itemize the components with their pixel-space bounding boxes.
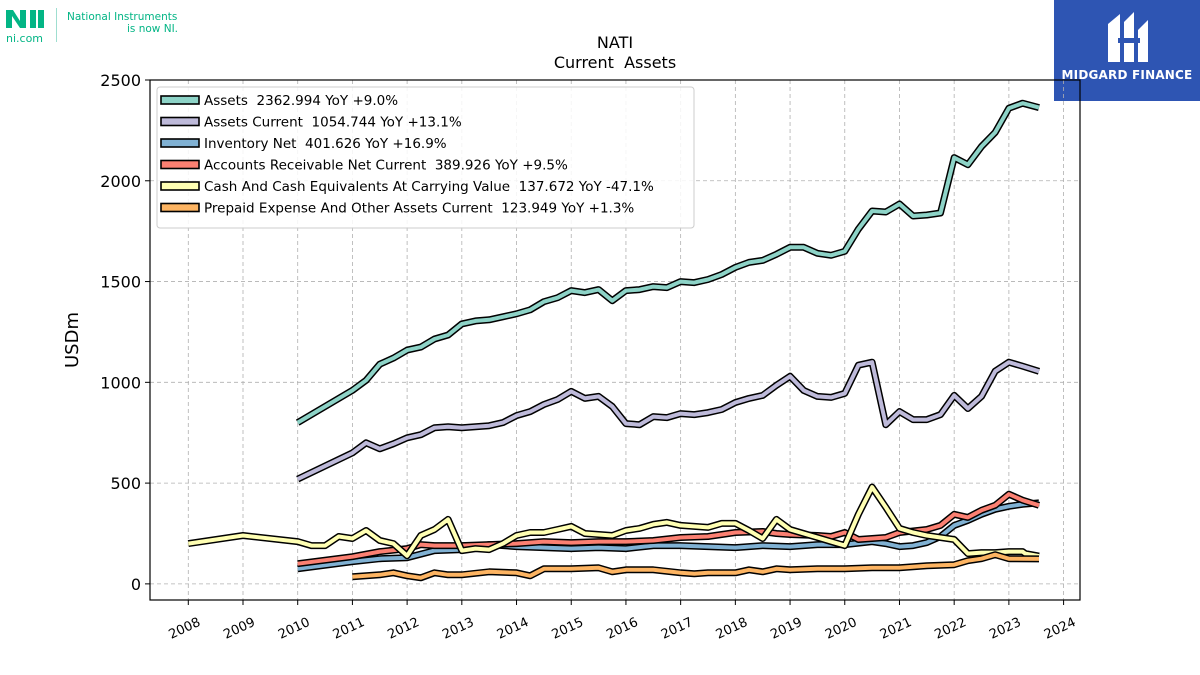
ni-domain-text: ni.com (6, 32, 44, 45)
series-lines (187, 99, 1041, 582)
legend-label-2: Inventory Net 401.626 YoY +16.9% (204, 136, 447, 152)
x-tick-label: 2009 (221, 615, 257, 643)
ni-tagline-line2: is now NI. (127, 23, 179, 35)
series-line-4 (188, 485, 1040, 559)
chart-subtitle: Current Assets (554, 53, 676, 72)
y-axis-label: USDm (62, 312, 83, 368)
x-tick-label: 2024 (1042, 615, 1078, 643)
y-tick-label: 2500 (100, 71, 141, 90)
legend-label-3: Accounts Receivable Net Current 389.926 … (204, 158, 568, 174)
x-tick-label: 2014 (495, 615, 531, 643)
legend-swatch-2 (160, 138, 200, 148)
x-tick-label: 2015 (550, 615, 586, 643)
x-tick-label: 2018 (714, 615, 750, 643)
x-tick-label: 2008 (167, 615, 203, 643)
legend-label-0: Assets 2362.994 YoY +9.0% (204, 93, 398, 109)
series-line-5 (352, 552, 1040, 580)
x-tick-label: 2013 (440, 615, 476, 643)
midgard-monogram-icon (1108, 12, 1148, 62)
x-tick-label: 2010 (276, 615, 312, 643)
x-tick-label: 2017 (659, 615, 695, 643)
legend-swatch-5 (160, 202, 200, 213)
legend-swatch-3 (160, 159, 200, 170)
legend-box (156, 86, 695, 229)
chart-title: NATI (597, 33, 633, 52)
y-tick-label: 0 (131, 575, 141, 594)
ni-logo-icon (6, 10, 44, 28)
x-tick-label: 2021 (878, 615, 914, 643)
legend-swatch-0 (160, 95, 200, 105)
legend: Assets 2362.994 YoY +9.0% Assets Current … (156, 86, 695, 229)
midgard-finance-logo[interactable]: MIDGARD FINANCE (1054, 0, 1200, 101)
legend-label-5: Prepaid Expense And Other Assets Current… (204, 201, 634, 217)
legend-swatch-4 (160, 181, 200, 191)
series-line-0 (296, 101, 1040, 425)
legend-swatch-1 (160, 116, 200, 127)
y-tick-label: 500 (110, 474, 141, 493)
y-tick-label: 1000 (100, 373, 141, 392)
plot-frame (149, 79, 1081, 601)
x-tick-label: 2022 (933, 615, 969, 643)
legend-label-1: Assets Current 1054.744 YoY +13.1% (204, 115, 462, 131)
y-tick-label: 2000 (100, 172, 141, 191)
legend-label-4: Cash And Cash Equivalents At Carrying Va… (204, 179, 654, 195)
logo-divider (56, 8, 57, 42)
series-line-1 (296, 360, 1040, 481)
x-tick-label: 2020 (823, 615, 859, 643)
y-tick-label: 1500 (100, 273, 141, 292)
x-tick-label: 2012 (385, 615, 421, 643)
ni-tagline-line1: National Instruments (67, 11, 178, 23)
ni-logo[interactable]: ni.com National Instruments is now NI. (4, 4, 184, 46)
x-tick-label: 2019 (768, 615, 804, 643)
x-tick-label: 2023 (987, 615, 1023, 643)
x-tick-label: 2011 (331, 615, 367, 643)
x-tick-label: 2016 (604, 615, 640, 643)
midgard-finance-name: MIDGARD FINANCE (1061, 68, 1193, 82)
